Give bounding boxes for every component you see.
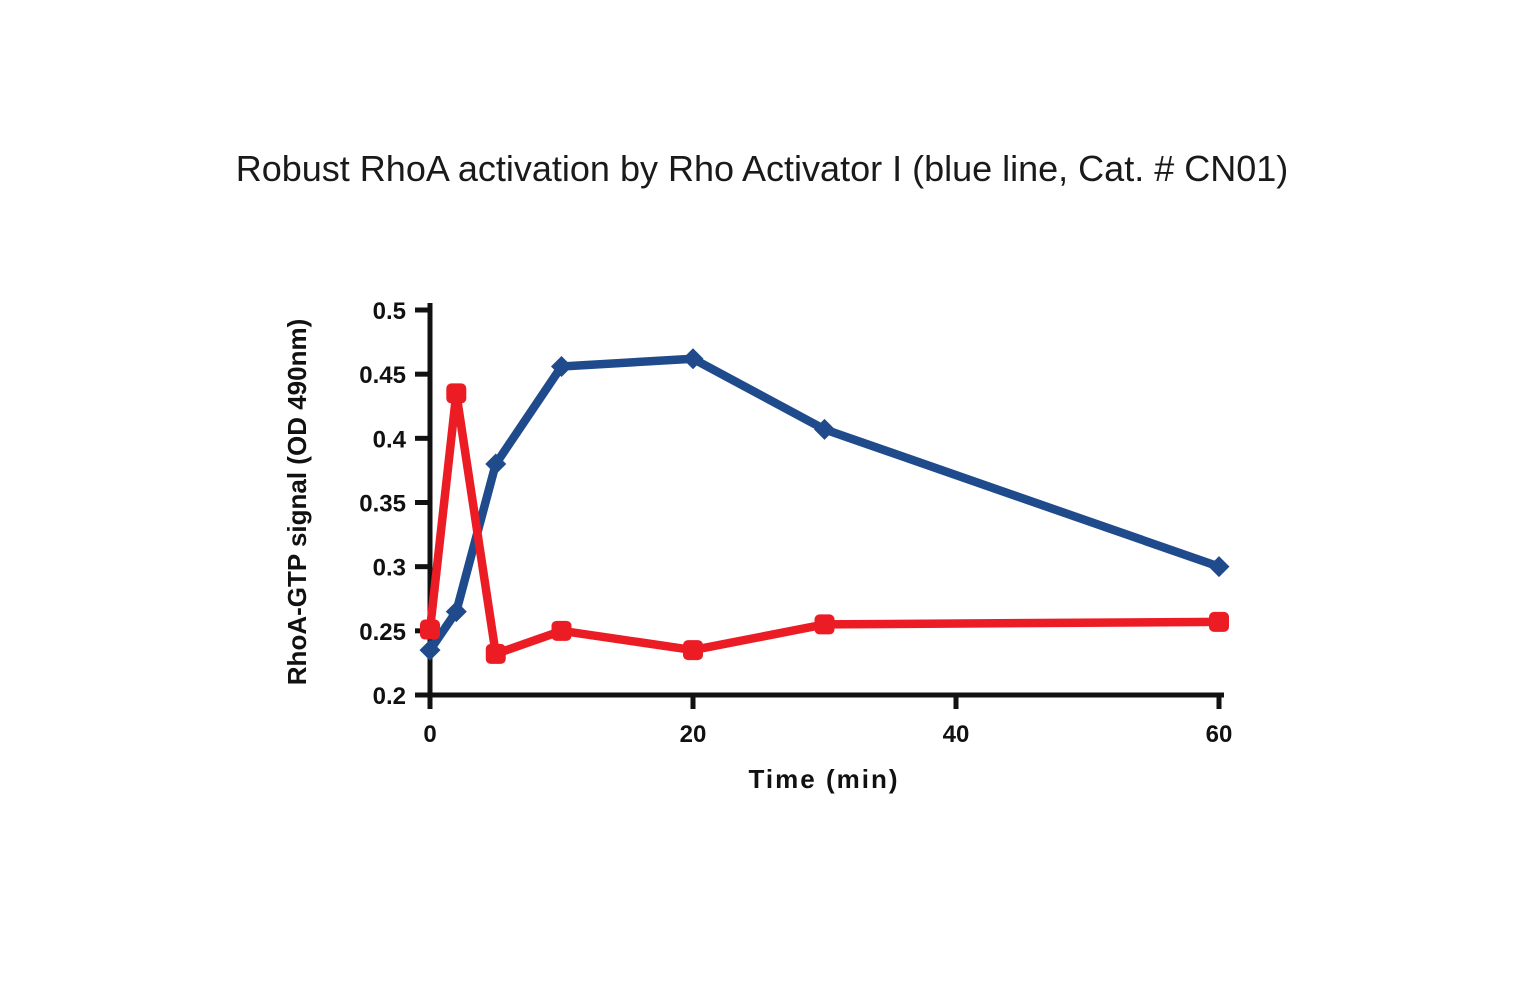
y-tick-label: 0.4 <box>373 426 407 453</box>
marker-square <box>814 614 835 635</box>
marker-square <box>485 643 506 664</box>
chart-title: Robust RhoA activation by Rho Activator … <box>235 148 1289 189</box>
marker-diamond <box>682 348 704 370</box>
y-tick-label: 0.45 <box>359 362 406 389</box>
marker-diamond <box>485 453 507 475</box>
x-tick-label: 20 <box>680 721 707 748</box>
y-tick-label: 0.3 <box>373 555 406 582</box>
marker-diamond <box>445 601 467 623</box>
y-tick-label: 0.25 <box>359 619 406 646</box>
y-tick-label: 0.35 <box>359 491 406 518</box>
series-line-diamond <box>425 354 1224 655</box>
y-tick-label: 0.5 <box>373 298 406 325</box>
x-axis-label: Time (min) <box>749 764 900 794</box>
x-tick-label: 60 <box>1206 721 1233 748</box>
marker-diamond <box>1208 556 1230 578</box>
marker-diamond <box>551 355 572 377</box>
marker-square <box>683 640 703 661</box>
plot-area: 0.2 0.25 0.3 0.35 0.4 0.45 0.5 0 20 40 60 <box>359 298 1232 748</box>
x-tick-label: 40 <box>943 721 970 748</box>
x-tick-label: 0 <box>423 721 436 748</box>
marker-square <box>446 383 467 404</box>
marker-square <box>420 619 440 640</box>
y-tick-label: 0.2 <box>373 683 406 710</box>
marker-square <box>551 620 572 641</box>
marker-square <box>1209 611 1229 632</box>
y-axis-title: RhoA-GTP signal (OD 490nm) <box>282 319 312 685</box>
marker-diamond <box>419 639 441 661</box>
marker-diamond <box>814 418 835 440</box>
